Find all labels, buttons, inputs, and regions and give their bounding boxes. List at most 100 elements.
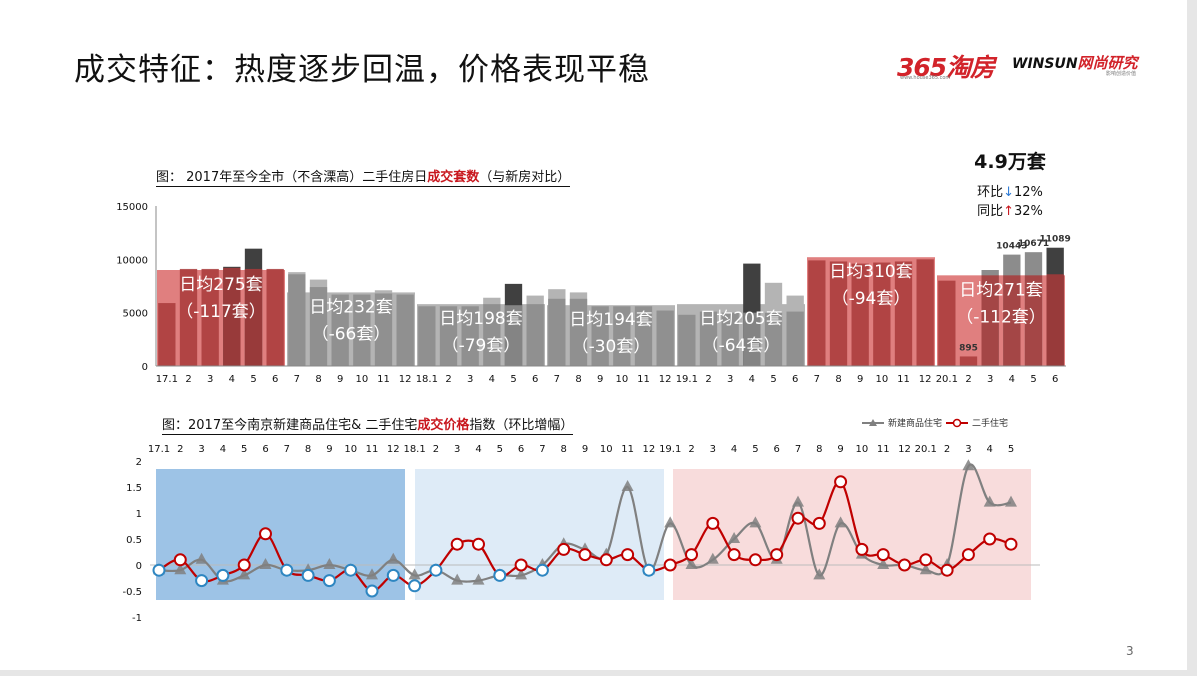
line-xtick-label: 4 [731,444,737,455]
second-hand-price-point [322,574,336,588]
bar-xtick-label: 17.1 [156,374,178,385]
line-xtick-label: 3 [710,444,716,455]
second-hand-price-point [748,553,762,567]
bar-xtick-label: 11 [377,374,390,385]
second-hand-bar [808,260,826,366]
winsun-logo: WINSUN网尚研究 影响创造价值 [1012,54,1138,77]
second-hand-bar [721,312,739,366]
second-hand-bar [916,259,934,366]
bar-xtick-label: 7 [294,374,300,385]
line-xtick-label: 8 [561,444,567,455]
year-2017-background [156,469,405,600]
second-hand-bar [526,304,544,366]
period-change-label: （-64套） [702,336,781,356]
line-xtick-label: 19.1 [659,444,681,455]
second-hand-bar [591,306,609,366]
new-house-price-point [408,568,421,580]
period-change-label: （-66套） [312,324,391,344]
second-hand-price-point [876,548,890,562]
new-house-price-point [792,495,804,507]
new-house-price-point [174,563,187,575]
bar-xtick-label: 7 [814,374,820,385]
bar-xtick-label: 6 [1052,374,1058,385]
second-hand-price-point [152,563,166,577]
second-hand-price-point [195,574,209,588]
line-xtick-label: 9 [837,444,843,455]
second-hand-price-point [961,548,975,562]
line-xtick-label: 4 [475,444,481,455]
second-hand-bar [569,298,588,366]
second-hand-price-point [408,579,422,593]
period-change-label: （-112套） [956,307,1046,327]
bar-xtick-label: 4 [749,374,755,385]
bar-xtick-label: 7 [554,374,560,385]
period-avg-bar [937,275,1065,366]
bar-xtick-label: 3 [207,374,213,385]
line-xtick-label: 18.1 [403,444,425,455]
second-hand-price-point [791,511,805,525]
summary-yoy: 同比↑32% [977,204,1043,219]
legend-second-label: 二手住宅 [972,419,1009,429]
bar-xtick-label: 3 [727,374,733,385]
line-xtick-label: 12 [387,444,400,455]
second-hand-bar [483,304,501,366]
bar-data-label: 10443 [996,242,1027,252]
second-hand-price-point [237,558,251,572]
line-xtick-label: 7 [539,444,545,455]
second-hand-price-point [259,527,272,541]
second-hand-bar [418,306,436,366]
second-hand-bar [309,287,328,366]
second-hand-bar [699,311,718,366]
second-hand-bar [331,294,349,366]
bar-xtick-label: 2 [185,374,191,385]
line-xtick-label: 10 [344,444,357,455]
second-hand-price-point [706,516,720,530]
line-ytick-label: 2 [136,457,142,468]
second-hand-price-point [1004,537,1018,551]
period-avg-bar [547,305,675,366]
second-hand-bar [959,356,978,366]
second-hand-bar [829,261,848,366]
legend-second-marker [946,418,969,427]
bar-xtick-label: 3 [467,374,473,385]
period-avg-bar [417,304,545,366]
second-hand-bar [439,306,458,366]
bar-xtick-label: 2 [965,374,971,385]
period-avg-bar [157,270,285,366]
new-house-price-point [387,552,400,564]
bar-xtick-label: 9 [337,374,343,385]
line-xtick-label: 3 [454,444,460,455]
period-change-label: （-79套） [442,336,521,356]
bar-xtick-label: 4 [489,374,495,385]
second-hand-price-point [898,558,911,572]
bar-xtick-label: 8 [835,374,841,385]
line-ytick-label: 0.5 [126,535,142,546]
second-hand-price-point [599,553,613,567]
second-hand-price-point [450,537,464,551]
second-hand-price-point [834,475,848,489]
line-ytick-label: -0.5 [122,587,142,598]
bar-ytick-label: 10000 [116,255,148,266]
second-hand-bar [353,294,371,366]
bar-data-label: 11089 [1040,235,1071,245]
second-hand-bar [873,262,891,366]
second-hand-bar [1003,275,1021,366]
second-hand-bar [894,261,913,366]
second-hand-price-point [429,563,443,577]
line-xtick-label: 10 [856,444,869,455]
line-xtick-label: 6 [774,444,780,455]
second-hand-price-point [280,563,294,577]
new-house-price-point [706,552,719,564]
second-hand-bar [179,268,198,366]
line-xtick-label: 5 [241,444,247,455]
second-hand-price-point [940,563,954,577]
second-hand-price-point [493,568,507,582]
bar-xtick-label: 9 [857,374,863,385]
second-hand-price-point [919,553,933,567]
line-xtick-label: 4 [220,444,226,455]
period-avg-label: 日均198套 [439,309,522,329]
period-avg-bar [287,292,415,366]
bar-ytick-label: 5000 [123,309,148,320]
new-house-price-point [1005,495,1017,507]
